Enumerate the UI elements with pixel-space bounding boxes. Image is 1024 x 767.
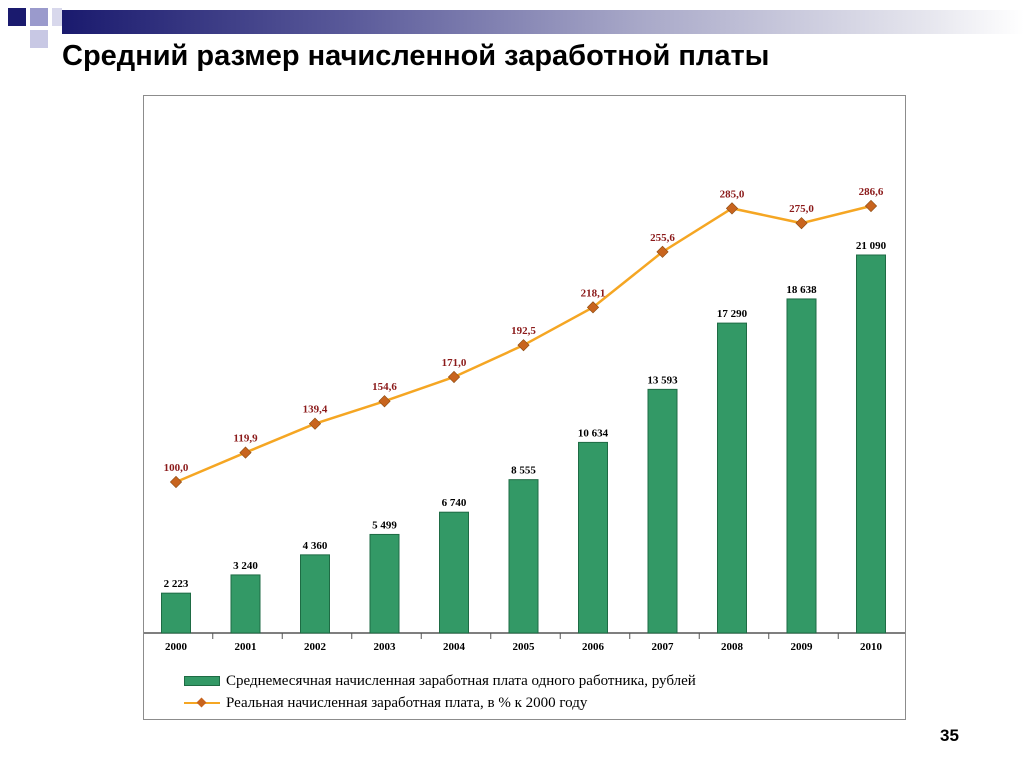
bar-2007	[647, 388, 678, 634]
line-point-2002	[308, 417, 322, 430]
bar-2010	[856, 254, 886, 634]
x-tick-label: 2003	[374, 641, 397, 653]
x-tick-label: 2006	[582, 641, 605, 653]
line-point-2004	[447, 370, 461, 384]
bar-2002	[300, 554, 330, 634]
bar-value-label: 3 240	[233, 560, 258, 572]
bar-value-label: 6 740	[442, 497, 467, 509]
line-point-2010	[864, 199, 878, 213]
bar-value-label: 10 634	[578, 427, 609, 439]
line-point-2008	[725, 202, 739, 215]
line-point-2000	[169, 475, 183, 489]
x-tick-label: 2002	[304, 641, 327, 653]
line-value-label: 119,9	[233, 433, 258, 445]
corner-square-dark	[8, 8, 26, 26]
bar-2005	[508, 479, 539, 634]
bar-2009	[786, 298, 817, 634]
line-value-label: 286,6	[859, 186, 884, 198]
legend-swatch-bar	[184, 676, 220, 686]
legend-label-line: Реальная начисленная заработная плата, в…	[226, 695, 588, 711]
x-tick-label: 2007	[652, 641, 675, 653]
bar-value-label: 2 223	[164, 578, 189, 590]
bar-value-label: 8 555	[511, 465, 536, 477]
x-tick-label: 2010	[860, 641, 883, 653]
legend-label-bars: Среднемесячная начисленная заработная пл…	[226, 673, 696, 689]
line-value-label: 275,0	[789, 203, 814, 215]
bar-2001	[230, 574, 261, 634]
line-point-2001	[239, 446, 252, 459]
x-tick-label: 2004	[443, 641, 466, 653]
line-value-label: 139,4	[303, 404, 328, 416]
bar-2000	[161, 592, 191, 634]
line-point-2005	[517, 339, 530, 352]
line-value-label: 171,0	[442, 357, 467, 369]
slide-title: Средний размер начисленной заработной пл…	[62, 40, 770, 72]
line-value-label: 285,0	[720, 188, 745, 200]
line-point-2006	[586, 301, 600, 314]
bar-value-label: 18 638	[786, 284, 817, 296]
corner-square-light	[30, 30, 48, 48]
corner-square-mid	[30, 8, 48, 26]
corner-decoration	[0, 0, 80, 60]
chart-svg: 2000 2001 2002 2003 2004 2005 2006 2007 2008 2009…	[144, 186, 905, 653]
title-band	[62, 10, 1024, 34]
line-point-2009	[795, 217, 808, 230]
line-value-label: 100,0	[164, 462, 189, 474]
x-tick-label: 2009	[791, 641, 814, 653]
x-tick-label: 2005	[513, 641, 536, 653]
bar-value-label: 4 360	[303, 540, 328, 552]
bar-2008	[717, 322, 747, 634]
x-tick-label: 2000	[165, 641, 188, 653]
x-tick-label: 2001	[235, 641, 257, 653]
line-point-2007	[656, 245, 669, 258]
bar-value-label: 17 290	[717, 308, 748, 320]
line-value-label: 218,1	[581, 287, 606, 299]
bar-value-label: 21 090	[856, 240, 887, 252]
line-value-label: 154,6	[372, 381, 397, 393]
corner-square-pale	[52, 8, 62, 26]
bar-value-label: 5 499	[372, 519, 397, 531]
bar-2003	[369, 533, 400, 634]
line-value-label: 255,6	[650, 232, 675, 244]
line-point-2003	[378, 395, 391, 408]
line-value-label: 192,5	[511, 325, 536, 337]
bar-2006	[578, 441, 608, 634]
bar-value-label: 13 593	[647, 374, 678, 386]
x-tick-label: 2008	[721, 641, 744, 653]
page-number: 35	[940, 726, 959, 745]
bar-2004	[439, 511, 469, 634]
chart-frame: 2000 2001 2002 2003 2004 2005 2006 2007 2008 2009…	[143, 95, 906, 720]
